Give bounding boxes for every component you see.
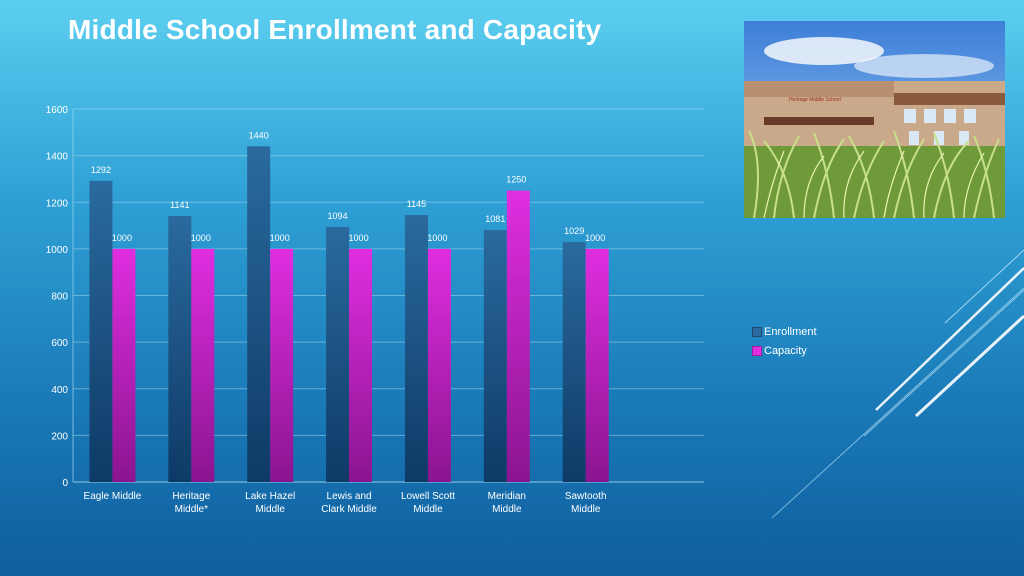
legend-label-capacity: Capacity bbox=[764, 344, 807, 357]
bar-capacity bbox=[349, 248, 373, 482]
data-label-capacity: 1000 bbox=[427, 233, 447, 243]
x-tick-label: Middle* bbox=[175, 504, 208, 515]
x-tick-label: Middle bbox=[492, 504, 522, 515]
x-tick-label: Lowell Scott bbox=[401, 491, 455, 502]
bar-enrollment bbox=[562, 242, 586, 482]
data-label-enrollment: 1081 bbox=[485, 214, 505, 224]
bar-capacity bbox=[585, 248, 609, 482]
y-tick-label: 600 bbox=[51, 338, 68, 349]
data-label-enrollment: 1145 bbox=[407, 199, 426, 209]
school-photo: Heritage Middle School bbox=[744, 21, 1005, 218]
y-tick-label: 1000 bbox=[46, 245, 69, 256]
y-tick-label: 400 bbox=[51, 385, 68, 396]
y-tick-label: 0 bbox=[62, 478, 68, 489]
data-label-capacity: 1000 bbox=[349, 233, 369, 243]
data-label-capacity: 1250 bbox=[506, 175, 526, 185]
bar-capacity bbox=[270, 248, 294, 482]
bar-enrollment bbox=[404, 215, 428, 482]
photo-sign: Heritage Middle School bbox=[789, 97, 841, 103]
legend-item-enrollment: Enrollment bbox=[752, 322, 817, 341]
bar-enrollment bbox=[89, 180, 113, 483]
x-tick-label: Middle bbox=[571, 504, 601, 515]
data-label-capacity: 1000 bbox=[270, 233, 290, 243]
legend-label-enrollment: Enrollment bbox=[764, 325, 817, 338]
data-label-capacity: 1000 bbox=[112, 233, 132, 243]
legend-item-capacity: Capacity bbox=[752, 341, 817, 360]
x-tick-label: Sawtooth bbox=[565, 491, 607, 502]
x-tick-label: Heritage bbox=[172, 491, 210, 502]
data-label-enrollment: 1141 bbox=[170, 200, 189, 210]
y-tick-label: 200 bbox=[51, 431, 68, 442]
data-label-capacity: 1000 bbox=[585, 233, 605, 243]
x-tick-label: Eagle Middle bbox=[84, 491, 142, 502]
data-label-enrollment: 1029 bbox=[564, 226, 584, 236]
y-tick-label: 800 bbox=[51, 292, 68, 303]
y-axis-ticks: 0 200 400 600 800 1000 1200 1400 1600 bbox=[46, 105, 69, 489]
bar-enrollment bbox=[168, 216, 192, 482]
x-tick-label: Meridian bbox=[488, 491, 526, 502]
x-tick-label: Lewis and bbox=[327, 491, 372, 502]
data-label-capacity: 1000 bbox=[191, 233, 211, 243]
legend-swatch-capacity bbox=[752, 345, 762, 356]
bar-enrollment bbox=[326, 226, 350, 482]
bar-enrollment bbox=[483, 229, 507, 482]
data-label-enrollment: 1440 bbox=[249, 130, 269, 140]
bar-capacity bbox=[112, 248, 136, 482]
x-tick-label: Clark Middle bbox=[321, 504, 377, 515]
data-labels: 1292 1000 1141 1000 1440 1000 1094 1000 1145 1000… bbox=[91, 130, 605, 243]
gridlines bbox=[72, 108, 704, 483]
bar-capacity bbox=[506, 190, 530, 482]
x-tick-label: Middle bbox=[255, 504, 285, 515]
bar-capacity bbox=[427, 248, 451, 482]
x-tick-label: Lake Hazel bbox=[245, 491, 295, 502]
legend: Enrollment Capacity bbox=[752, 322, 817, 360]
y-tick-label: 1400 bbox=[46, 152, 69, 163]
bar-capacity bbox=[191, 248, 215, 482]
y-tick-label: 1200 bbox=[46, 198, 69, 209]
data-label-enrollment: 1094 bbox=[328, 211, 348, 221]
x-tick-label: Middle bbox=[413, 504, 443, 515]
x-axis-ticks: Eagle Middle Heritage Middle* Lake Hazel Mid… bbox=[84, 491, 607, 515]
bar-enrollment bbox=[247, 146, 271, 483]
data-label-enrollment: 1292 bbox=[91, 165, 111, 175]
y-tick-label: 1600 bbox=[46, 105, 69, 116]
bars bbox=[89, 146, 609, 483]
page-title: Middle School Enrollment and Capacity bbox=[68, 14, 602, 45]
legend-swatch-enrollment bbox=[752, 326, 762, 337]
